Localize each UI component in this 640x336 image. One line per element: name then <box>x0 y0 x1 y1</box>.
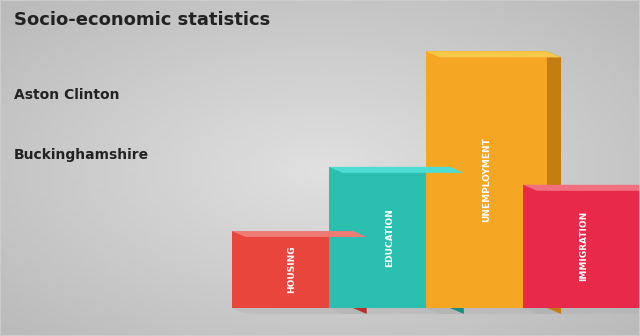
Polygon shape <box>426 308 561 314</box>
Polygon shape <box>523 308 640 314</box>
Polygon shape <box>523 185 640 191</box>
Text: UNEMPLOYMENT: UNEMPLOYMENT <box>482 137 491 222</box>
Polygon shape <box>232 231 367 237</box>
Polygon shape <box>232 308 367 314</box>
Text: Buckinghamshire: Buckinghamshire <box>14 148 149 162</box>
Text: Aston Clinton: Aston Clinton <box>14 88 120 102</box>
Polygon shape <box>547 51 561 314</box>
Polygon shape <box>232 231 353 308</box>
Polygon shape <box>426 51 561 57</box>
Polygon shape <box>450 167 464 314</box>
Polygon shape <box>353 231 367 314</box>
Polygon shape <box>426 51 547 308</box>
Polygon shape <box>329 167 464 173</box>
Polygon shape <box>329 167 450 308</box>
Text: EDUCATION: EDUCATION <box>385 208 394 267</box>
Text: HOUSING: HOUSING <box>287 246 296 293</box>
Text: Socio-economic statistics: Socio-economic statistics <box>14 11 270 29</box>
Polygon shape <box>523 185 640 308</box>
Polygon shape <box>329 308 464 314</box>
Text: IMMIGRATION: IMMIGRATION <box>579 211 588 282</box>
